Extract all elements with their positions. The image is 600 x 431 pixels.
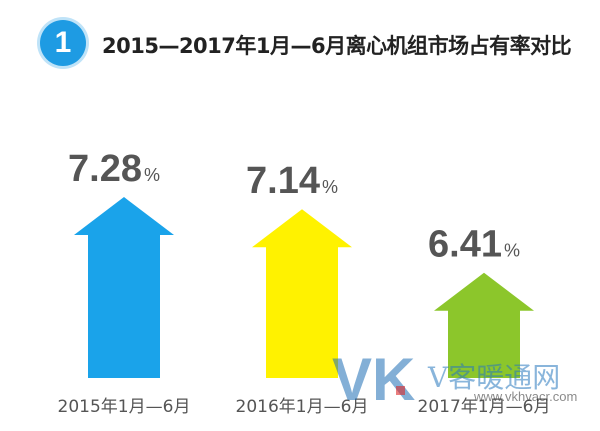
watermark-text: V客暖通网 (428, 361, 561, 394)
bar-arrow-2 (252, 209, 352, 378)
category-label-3: 2017年1月—6月 (418, 397, 551, 417)
watermark-logo-dot (396, 386, 405, 395)
value-label-2: 7.14% (246, 160, 338, 202)
chart-title: 2015—2017年1月—6月离心机组市场占有率对比 (102, 34, 572, 58)
watermark-logo-text: VK (332, 346, 415, 413)
value-label-3: 6.41% (428, 224, 520, 266)
watermark-url: www.vkhvacr.com (474, 389, 578, 404)
value-label-1: 7.28% (68, 148, 160, 190)
bar-arrow-1 (74, 197, 174, 378)
category-label-1: 2015年1月—6月 (58, 397, 191, 417)
category-label-2: 2016年1月—6月 (236, 397, 369, 417)
number-badge: 1 (40, 20, 86, 66)
bar-arrow-3 (434, 272, 534, 378)
